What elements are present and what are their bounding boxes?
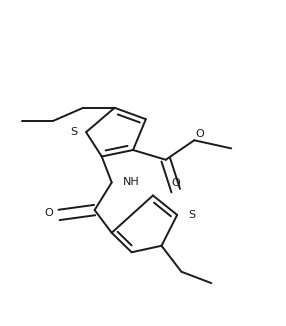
Text: O: O	[171, 178, 180, 188]
Text: S: S	[188, 210, 195, 220]
Text: NH: NH	[122, 177, 139, 187]
Text: O: O	[44, 208, 53, 218]
Text: O: O	[196, 129, 204, 139]
Text: S: S	[70, 127, 78, 137]
